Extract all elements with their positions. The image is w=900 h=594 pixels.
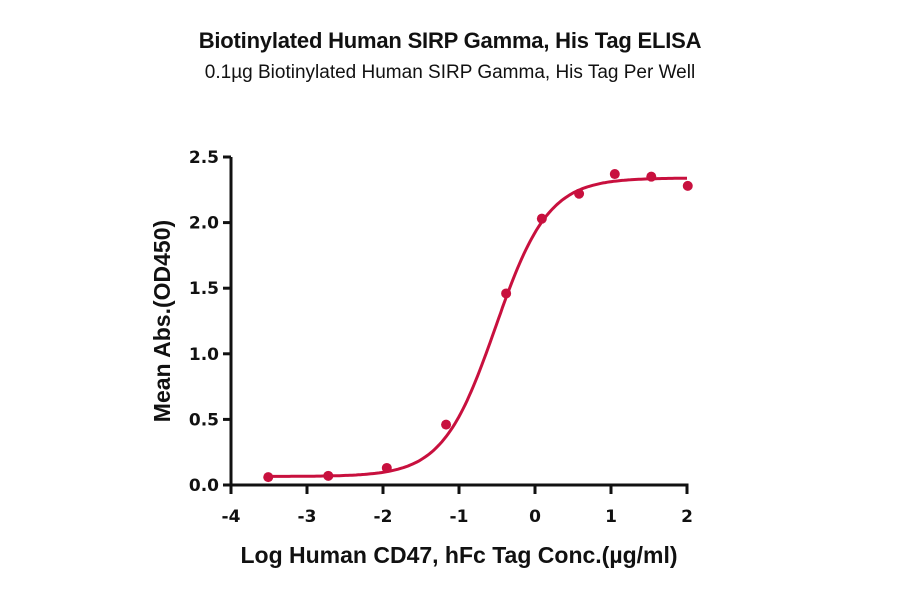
data-point	[574, 188, 585, 199]
x-tick-label: -1	[450, 507, 469, 527]
y-tick-label: 2.0	[189, 214, 219, 234]
y-tick-label: 0.0	[189, 476, 219, 496]
data-point	[501, 288, 512, 299]
data-point	[536, 213, 547, 224]
axes: 0.0 0.5 1.0 1.5 2.0 2.5 -4 -3 -2 -1 0 1 2	[189, 148, 693, 527]
data-point	[381, 462, 392, 473]
x-tick-label: -4	[222, 507, 241, 527]
y-axis-title: Mean Abs.(OD450)	[149, 220, 175, 422]
chart-subtitle: 0.1µg Biotinylated Human SIRP Gamma, His…	[204, 62, 696, 83]
y-tick-label: 1.5	[189, 279, 219, 299]
data-point	[323, 470, 334, 481]
x-axis-title: Log Human CD47, hFc Tag Conc.(µg/ml)	[240, 542, 677, 568]
x-tick-label: -3	[298, 507, 317, 527]
data-point	[646, 171, 657, 182]
y-tick-label: 1.0	[189, 345, 219, 365]
y-tick-label: 2.5	[189, 148, 219, 168]
data-point	[682, 180, 693, 191]
x-tick-label: -2	[374, 507, 393, 527]
data-point	[263, 472, 274, 483]
x-tick-label: 2	[681, 507, 693, 527]
data-points	[263, 169, 693, 483]
x-tick-label: 1	[605, 507, 617, 527]
chart-title: Biotinylated Human SIRP Gamma, His Tag E…	[198, 28, 702, 53]
fit-curve	[268, 176, 687, 478]
data-point	[609, 169, 620, 180]
data-point	[441, 419, 452, 430]
x-tick-label: 0	[529, 507, 541, 527]
y-tick-label: 0.5	[189, 410, 219, 430]
